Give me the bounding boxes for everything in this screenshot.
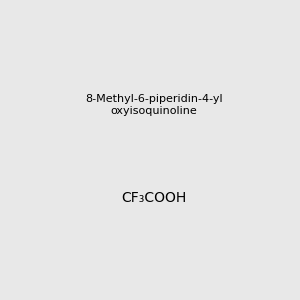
Text: CF₃COOH: CF₃COOH <box>121 191 186 205</box>
Text: 8-Methyl-6-piperidin-4-yl
oxyisoquinoline: 8-Methyl-6-piperidin-4-yl oxyisoquinolin… <box>85 94 223 116</box>
